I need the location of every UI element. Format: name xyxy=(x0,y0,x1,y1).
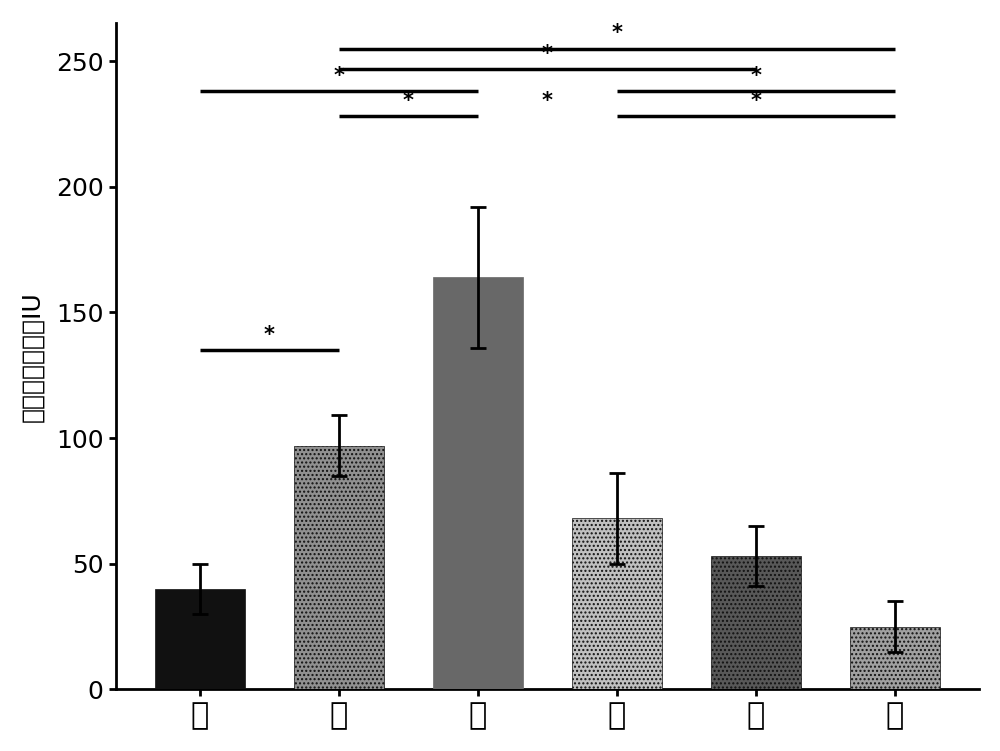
Text: *: * xyxy=(750,66,761,86)
Text: *: * xyxy=(750,92,761,111)
Text: *: * xyxy=(333,66,344,86)
Bar xyxy=(711,556,801,689)
Bar xyxy=(294,445,384,689)
Bar xyxy=(155,589,245,689)
Bar xyxy=(572,518,662,689)
Text: *: * xyxy=(611,23,622,44)
Y-axis label: 碱性磷酸酶活力IU: 碱性磷酸酶活力IU xyxy=(21,291,45,422)
Text: *: * xyxy=(403,92,414,111)
Text: *: * xyxy=(542,44,553,64)
Text: *: * xyxy=(542,92,553,111)
Bar xyxy=(850,626,940,689)
Text: *: * xyxy=(264,325,275,345)
Bar xyxy=(433,277,523,689)
